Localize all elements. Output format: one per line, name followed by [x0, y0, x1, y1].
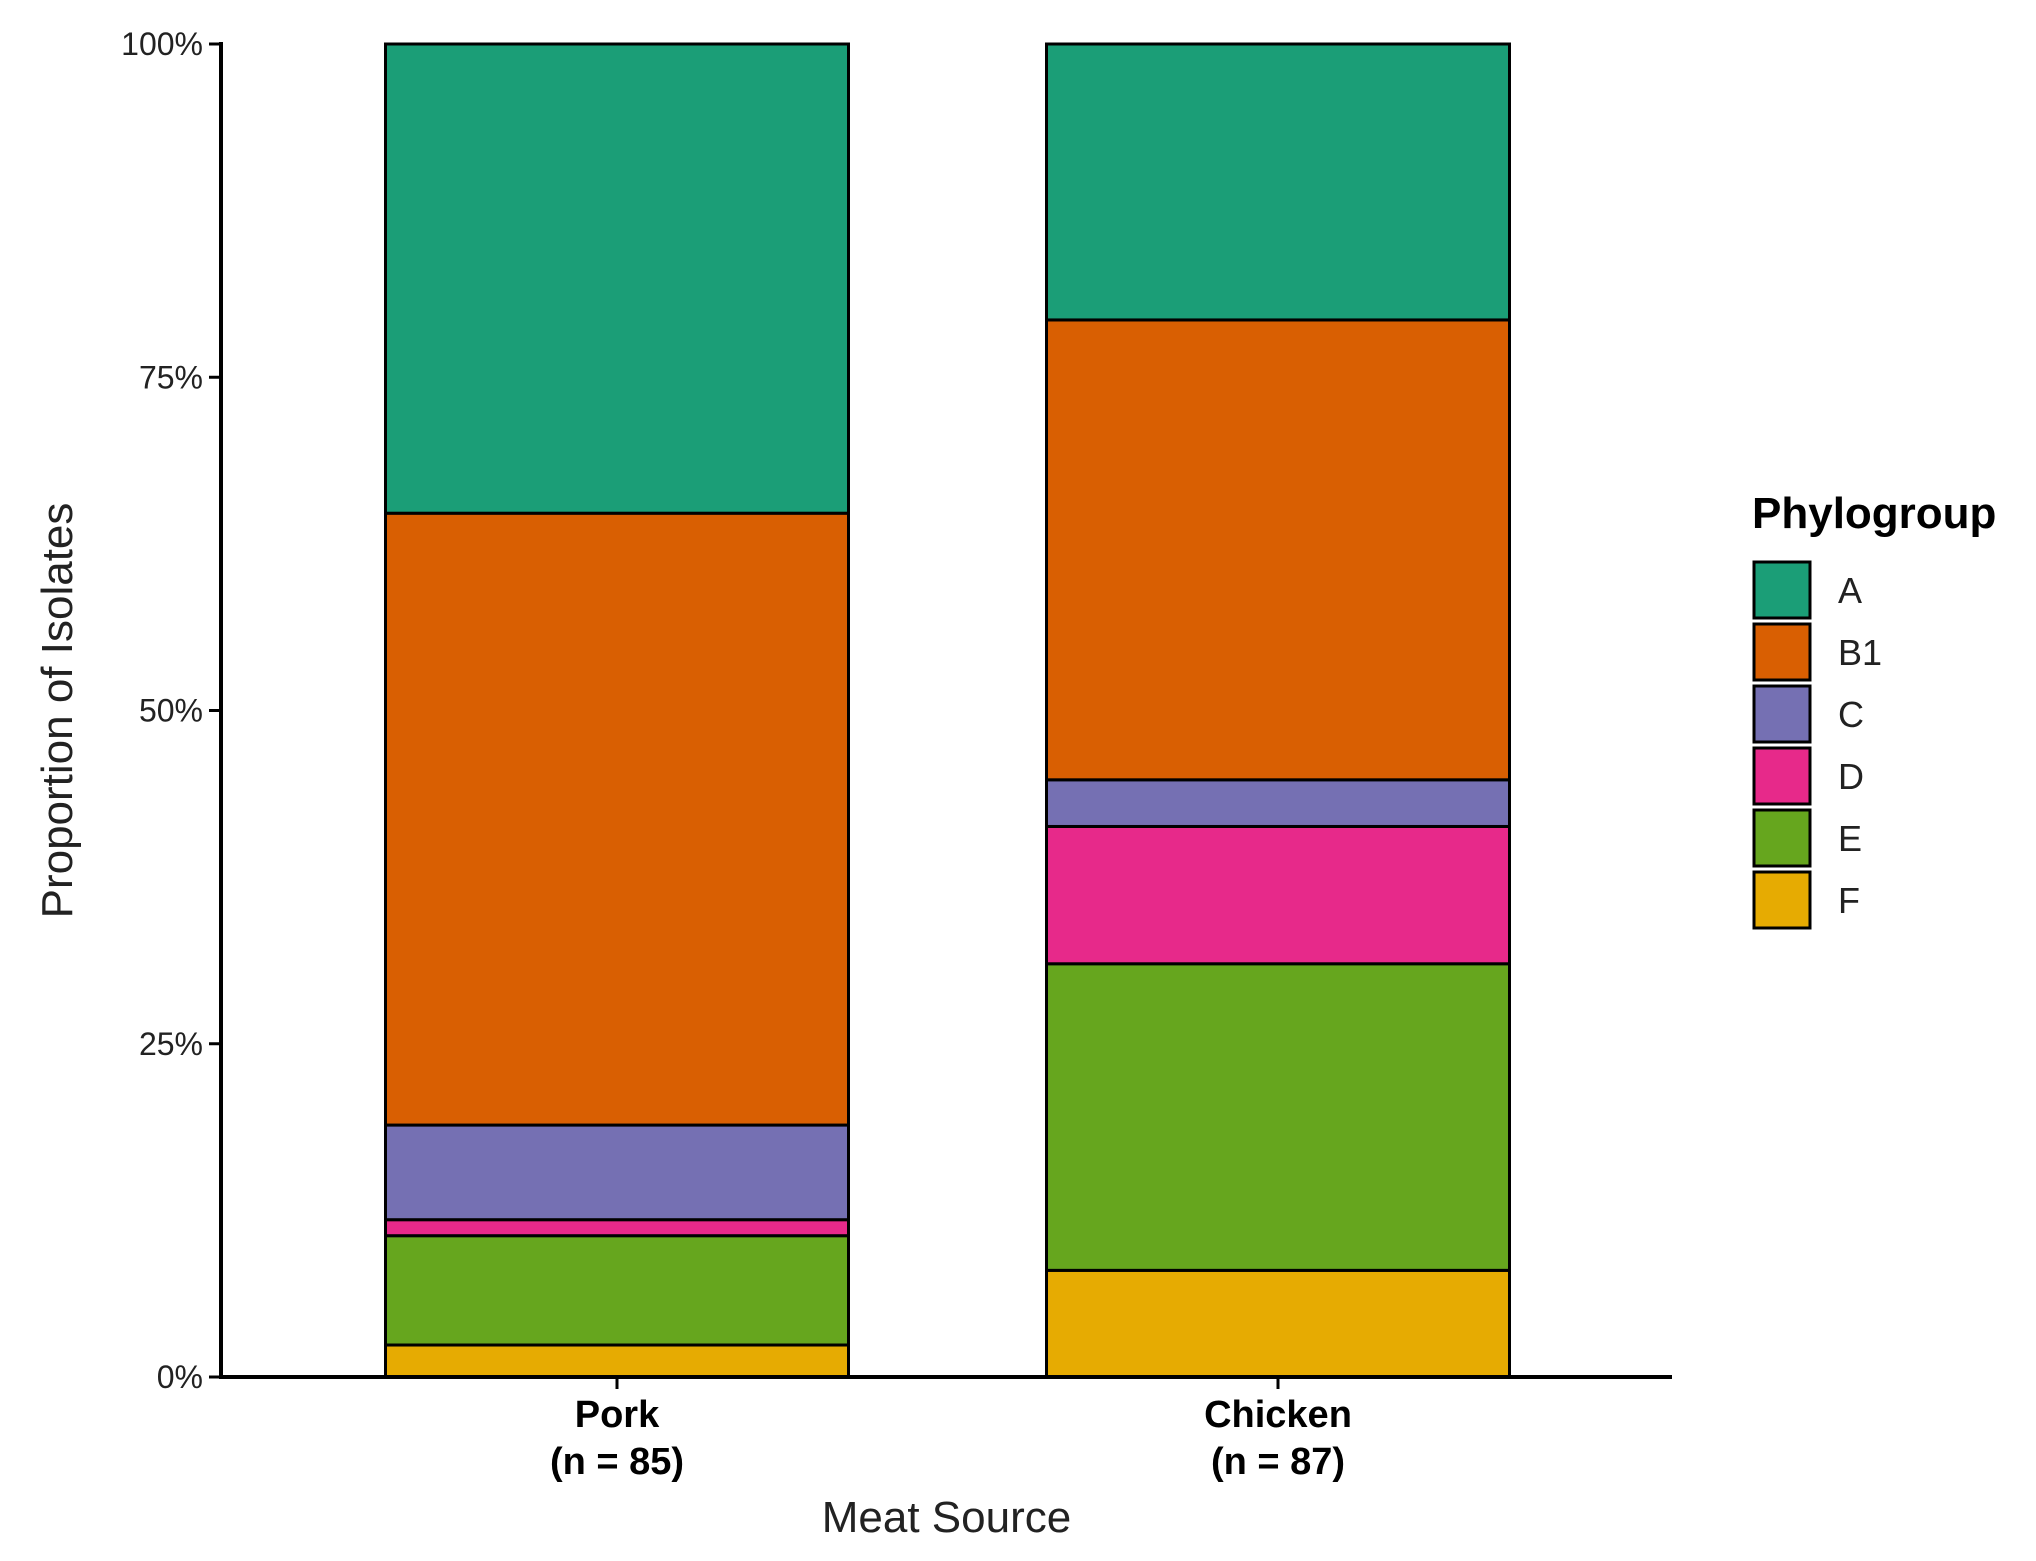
legend-label-d: D: [1838, 756, 1864, 797]
bars-layer: [384, 42, 1511, 1379]
legend-key-a: [1752, 560, 1812, 620]
legend-label-e: E: [1838, 818, 1862, 859]
x-tick-sublabel-pork: (n = 85): [550, 1441, 684, 1483]
y-tick-label: 75%: [139, 359, 203, 395]
legend-label-f: F: [1838, 880, 1860, 921]
legend-label-c: C: [1838, 694, 1864, 735]
y-ticks: 0% 25% 50% 75% 100%: [121, 26, 221, 1395]
legend-title: Phylogroup: [1752, 489, 1996, 538]
bar-segment-chicken-c: [1045, 778, 1511, 828]
bar-segment-pork-c: [384, 1123, 850, 1222]
legend-label-b1: B1: [1838, 632, 1882, 673]
bar-segment-pork-a: [384, 42, 850, 515]
x-ticks: Pork (n = 85) Chicken (n = 87): [550, 1377, 1352, 1483]
bar-segment-pork-b1: [384, 511, 850, 1127]
x-tick-sublabel-chicken: (n = 87): [1211, 1441, 1345, 1483]
bar-segment-chicken-b1: [1045, 318, 1511, 782]
y-tick-label: 50%: [139, 693, 203, 729]
bar-segment-chicken-e: [1045, 962, 1511, 1272]
legend-key-e: [1752, 808, 1812, 868]
bar-segment-chicken-d: [1045, 824, 1511, 966]
y-tick-label: 25%: [139, 1026, 203, 1062]
y-axis-title: Proportion of Isolates: [33, 503, 82, 919]
bar-segment-pork-e: [384, 1234, 850, 1347]
x-tick-label-chicken: Chicken: [1204, 1394, 1352, 1436]
bar-segment-pork-f: [384, 1343, 850, 1379]
bar-stack-chicken: [1045, 42, 1511, 1379]
bar-segment-chicken-f: [1045, 1268, 1511, 1379]
bar-segment-pork-d: [384, 1218, 850, 1238]
bar-stack-pork: [384, 42, 850, 1379]
bar-segment-chicken-a: [1045, 42, 1511, 322]
legend-key-d: [1752, 746, 1812, 806]
y-tick-label: 100%: [121, 26, 203, 62]
legend-label-a: A: [1838, 570, 1862, 611]
legend-key-b1: [1752, 622, 1812, 682]
x-tick-label-pork: Pork: [575, 1394, 660, 1436]
legend-key-f: [1752, 870, 1812, 930]
x-axis-title: Meat Source: [822, 1493, 1071, 1542]
legend-key-c: [1752, 684, 1812, 744]
y-tick-label: 0%: [157, 1359, 203, 1395]
